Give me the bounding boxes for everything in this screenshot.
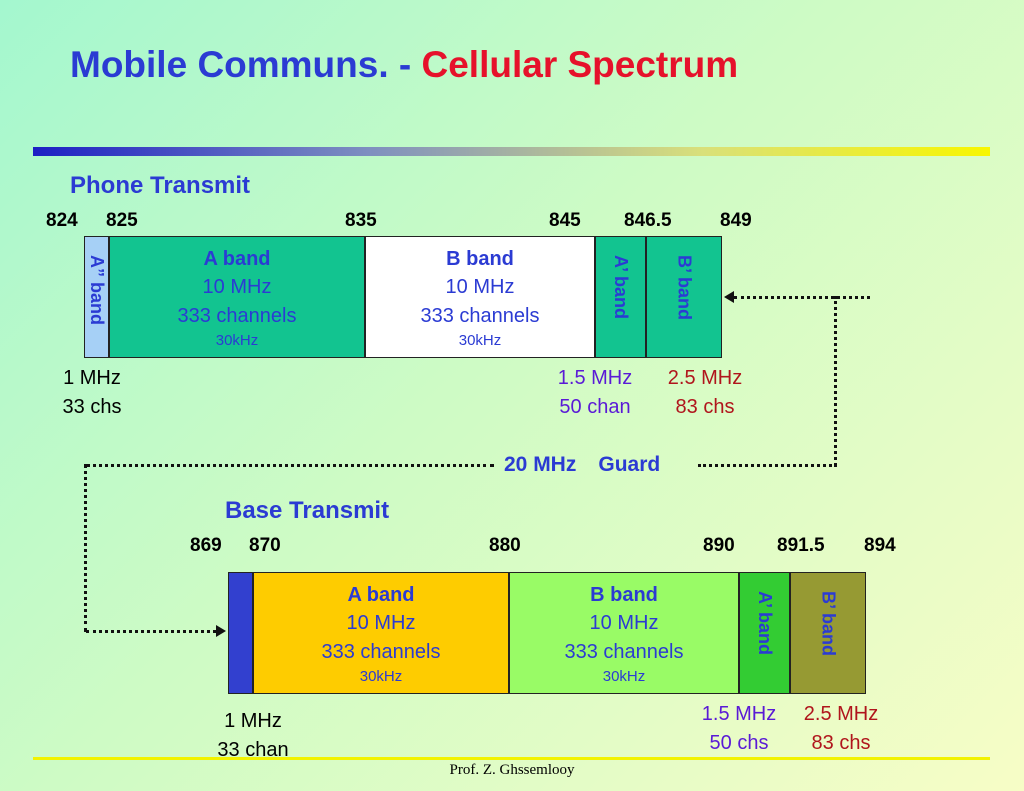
- base-b-band-name: B band: [590, 584, 658, 606]
- base-ap-note-bw: 1.5 MHz: [701, 703, 777, 725]
- base-tick-870: 870: [249, 535, 281, 556]
- phone-connector-arrow-icon: [724, 291, 734, 303]
- base-connector-arrow-icon: [216, 625, 226, 637]
- base-b-prime-band: B’ band: [790, 572, 866, 694]
- phone-a-band-channels: 333 channels: [177, 305, 297, 327]
- title-main: Mobile Communs. -: [70, 44, 422, 85]
- guard-right-connector: [698, 464, 837, 467]
- phone-a-double-prime-band: A” band: [84, 236, 109, 358]
- right-vertical-connector: [834, 296, 837, 466]
- phone-a-prime-band: A’ band: [595, 236, 646, 358]
- phone-a-double-prime-label: A” band: [87, 255, 107, 325]
- base-b-band: B band 10 MHz 333 channels 30kHz: [509, 572, 739, 694]
- base-b-prime-note: 2.5 MHz 83 chs: [791, 700, 891, 758]
- base-tick-891-5: 891.5: [777, 535, 825, 556]
- phone-tick-845: 845: [549, 210, 581, 231]
- phone-b-band-channels: 333 channels: [420, 305, 540, 327]
- phone-a-prime-note: 1.5 MHz 50 chan: [545, 364, 645, 422]
- phone-transmit-heading: Phone Transmit: [70, 172, 251, 199]
- base-b-band-spacing: 30kHz: [602, 668, 646, 685]
- base-a-double-prime-band: [228, 572, 253, 694]
- phone-b-band: B band 10 MHz 333 channels 30kHz: [365, 236, 595, 358]
- phone-tick-849: 849: [720, 210, 752, 231]
- base-tick-890: 890: [703, 535, 735, 556]
- guard-value: 20 MHz: [504, 453, 577, 476]
- phone-b-prime-band: B’ band: [646, 236, 722, 358]
- base-b-band-channels: 333 channels: [564, 641, 684, 663]
- footer-rule: [33, 757, 990, 760]
- base-transmit-heading: Base Transmit: [225, 497, 390, 524]
- guard-left-connector: [86, 464, 494, 467]
- phone-bp-note-ch: 83 chs: [675, 396, 735, 418]
- guard-label: 20 MHz Guard: [504, 453, 660, 477]
- footer-author: Prof. Z. Ghssemlooy: [449, 762, 575, 778]
- base-a-band-channels: 333 channels: [321, 641, 441, 663]
- phone-b-band-spacing: 30kHz: [458, 332, 502, 349]
- title-highlight: Cellular Spectrum: [421, 44, 739, 85]
- base-a-band: A band 10 MHz 333 channels 30kHz: [253, 572, 509, 694]
- phone-a-band-spacing: 30kHz: [215, 332, 259, 349]
- base-left-note-bw: 1 MHz: [224, 710, 282, 732]
- phone-a-band-bandwidth: 10 MHz: [202, 276, 272, 298]
- base-a-prime-band: A’ band: [739, 572, 790, 694]
- left-vertical-connector: [84, 464, 87, 632]
- phone-left-note-bw: 1 MHz: [63, 367, 121, 389]
- base-tick-869: 869: [190, 535, 222, 556]
- base-tick-894: 894: [864, 535, 896, 556]
- base-a-band-spacing: 30kHz: [359, 668, 403, 685]
- base-tick-880: 880: [489, 535, 521, 556]
- phone-connector-line: [734, 296, 870, 299]
- base-left-note-ch: 33 chan: [217, 739, 289, 761]
- base-b-band-bandwidth: 10 MHz: [589, 612, 659, 634]
- phone-b-prime-label: B’ band: [674, 255, 695, 321]
- phone-tick-825: 825: [106, 210, 138, 231]
- phone-a-band: A band 10 MHz 333 channels 30kHz: [109, 236, 365, 358]
- phone-tick-824: 824: [46, 210, 78, 231]
- base-a-double-prime-note: 1 MHz 33 chan: [198, 707, 308, 765]
- base-a-band-name: A band: [347, 584, 415, 606]
- phone-a-double-prime-note: 1 MHz 33 chs: [46, 364, 138, 422]
- base-bp-note-ch: 83 chs: [811, 732, 871, 754]
- base-connector-line: [86, 630, 216, 633]
- phone-tick-835: 835: [345, 210, 377, 231]
- page-title: Mobile Communs. - Cellular Spectrum: [70, 44, 738, 86]
- phone-ap-note-ch: 50 chan: [559, 396, 631, 418]
- phone-a-band-name: A band: [203, 248, 271, 270]
- base-a-prime-label: A’ band: [755, 591, 775, 656]
- base-bp-note-bw: 2.5 MHz: [803, 703, 879, 725]
- base-a-prime-note: 1.5 MHz 50 chs: [689, 700, 789, 758]
- phone-b-band-bandwidth: 10 MHz: [445, 276, 515, 298]
- phone-tick-846-5: 846.5: [624, 210, 672, 231]
- title-underline-bar: [33, 147, 990, 156]
- base-b-prime-label: B’ band: [818, 591, 839, 657]
- phone-bp-note-bw: 2.5 MHz: [667, 367, 743, 389]
- base-ap-note-ch: 50 chs: [709, 732, 769, 754]
- phone-ap-note-bw: 1.5 MHz: [557, 367, 633, 389]
- base-a-band-bandwidth: 10 MHz: [346, 612, 416, 634]
- phone-b-prime-note: 2.5 MHz 83 chs: [655, 364, 755, 422]
- phone-a-prime-label: A’ band: [611, 255, 631, 320]
- guard-text: Guard: [598, 453, 661, 476]
- phone-b-band-name: B band: [446, 248, 514, 270]
- phone-left-note-ch: 33 chs: [62, 396, 122, 418]
